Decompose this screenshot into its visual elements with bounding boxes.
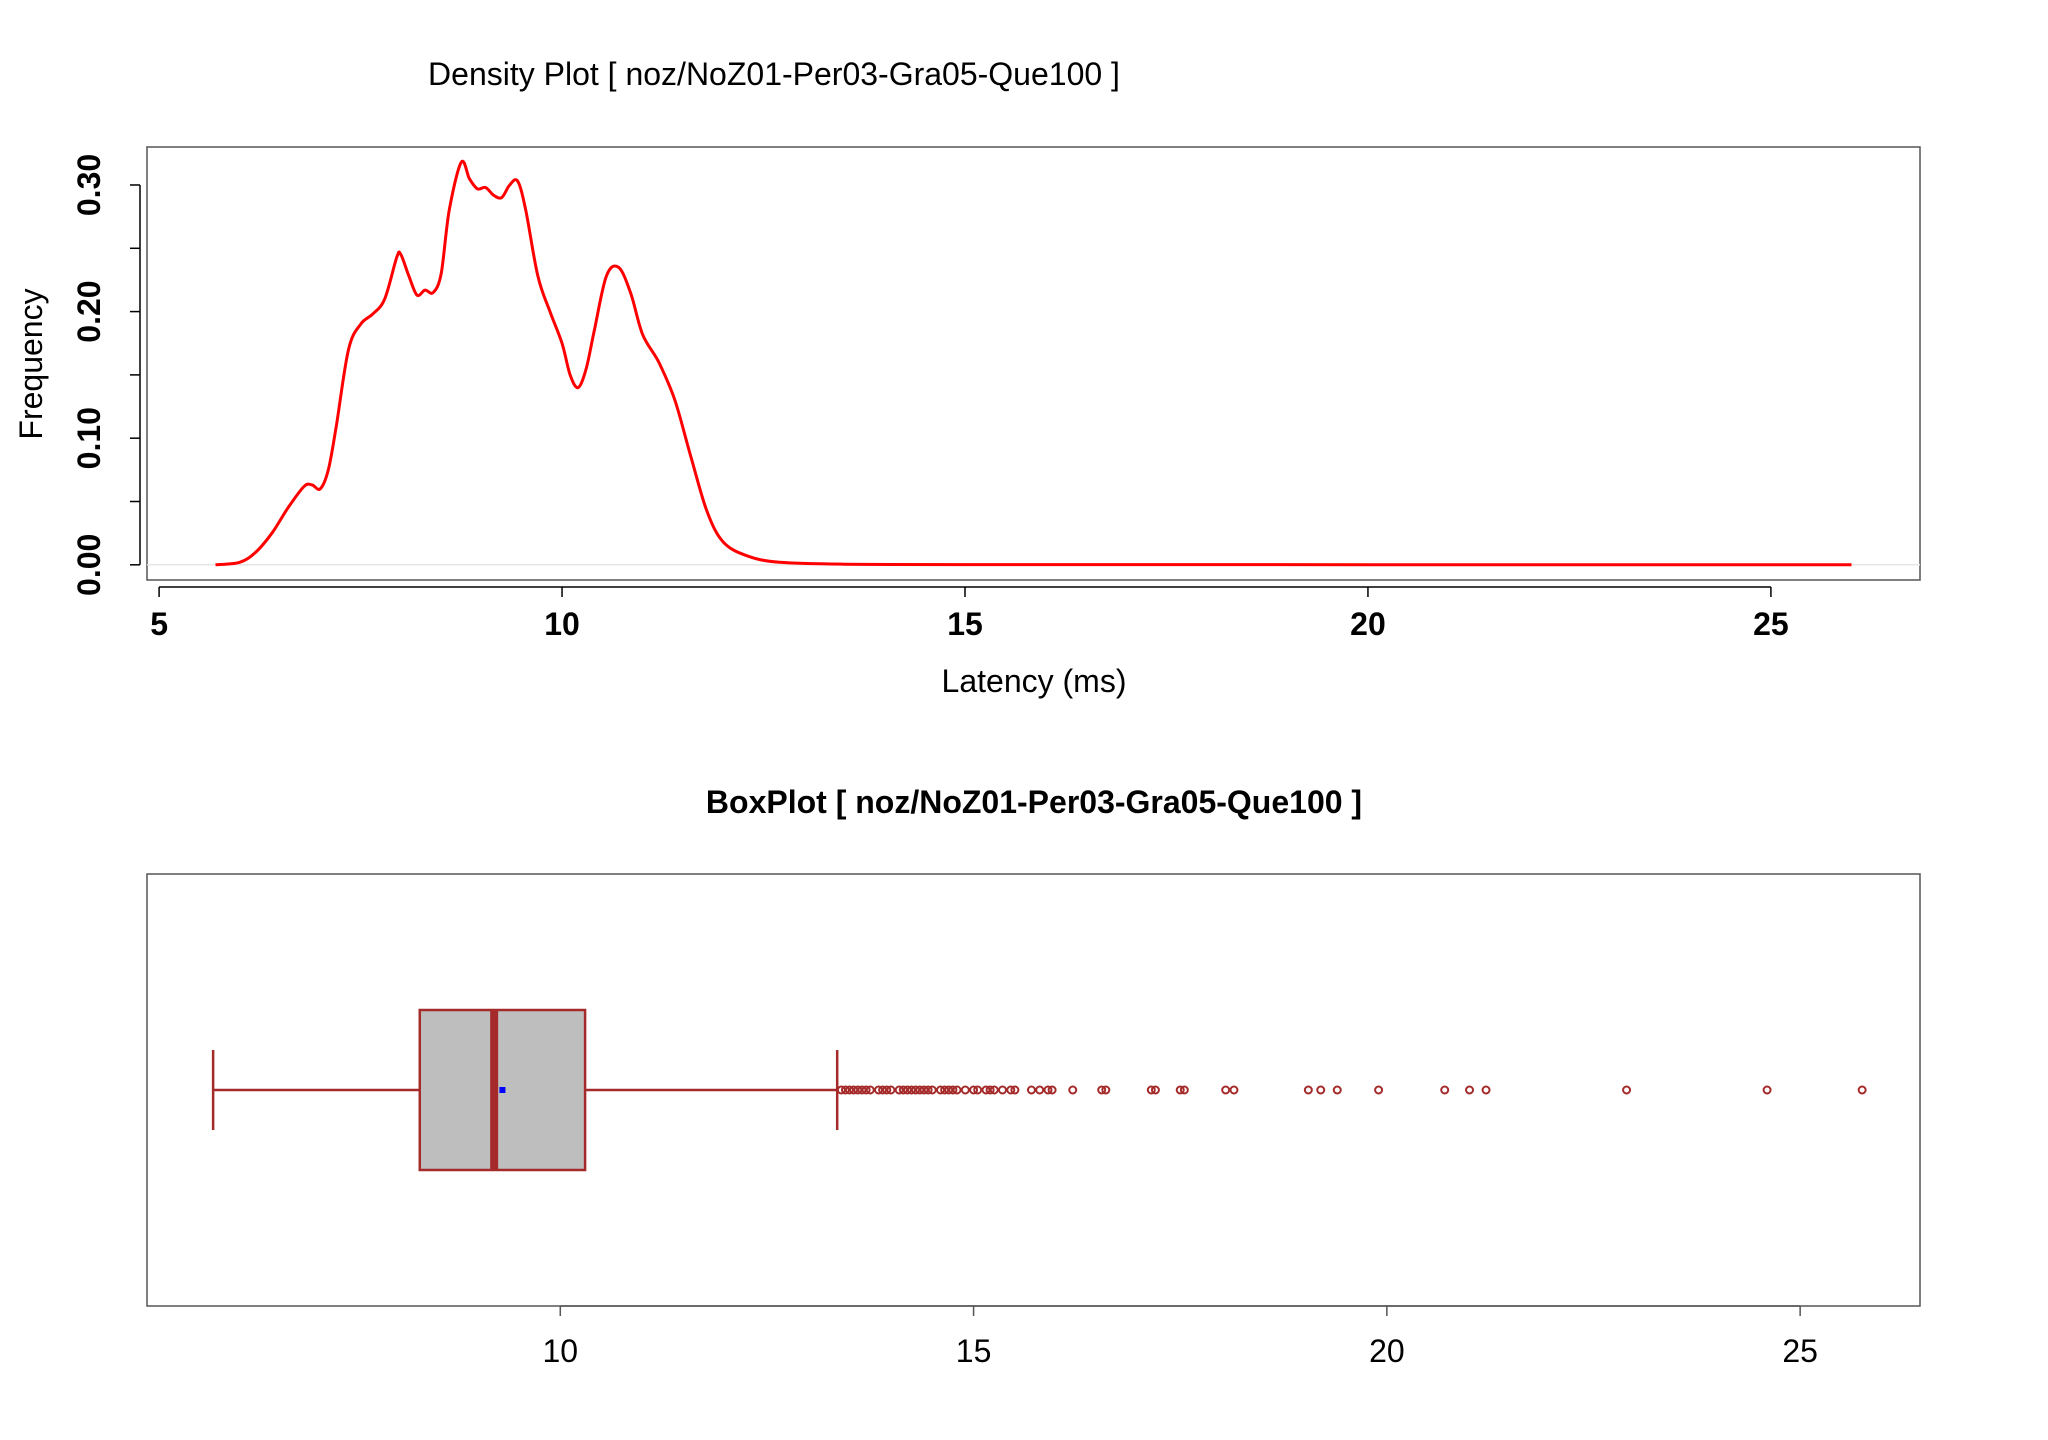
outlier-point (1175, 1085, 1185, 1095)
density-x-axis: 5 10 15 20 25 (150, 586, 1789, 642)
y-tick-label: 0.30 (71, 154, 107, 216)
x-tick-label: 25 (1782, 1333, 1818, 1369)
x-tick-label: 15 (947, 606, 983, 642)
outlier-point (923, 1085, 933, 1095)
outlier-point (840, 1085, 850, 1095)
outlier-point (894, 1085, 904, 1095)
mean-marker (499, 1087, 506, 1093)
box-chart: BoxPlot [ noz/NoZ01-Per03-Gra05-Que100 ]… (146, 784, 1921, 1369)
outlier-point (1101, 1085, 1111, 1095)
box-x-axis: 10 15 20 25 (542, 1305, 1818, 1369)
outlier-point (948, 1085, 958, 1095)
outlier-point (1374, 1085, 1384, 1095)
density-chart: Density Plot [ noz/NoZ01-Per03-Gra05-Que… (13, 56, 1921, 699)
outlier-point (902, 1085, 912, 1095)
outlier-point (1316, 1085, 1326, 1095)
outlier-point (1332, 1085, 1342, 1095)
outlier-point (1150, 1085, 1160, 1095)
outlier-point (853, 1085, 863, 1095)
outlier-point (1622, 1085, 1632, 1095)
outlier-point (1035, 1085, 1045, 1095)
density-curve (215, 159, 1852, 567)
box-glyph (211, 1008, 839, 1172)
outlier-point (1179, 1085, 1189, 1095)
y-tick-label: 0.20 (71, 280, 107, 342)
outlier-point (1481, 1085, 1491, 1095)
outlier-point (1097, 1085, 1107, 1095)
y-tick-label: 0.10 (71, 407, 107, 469)
outlier-point (861, 1085, 871, 1095)
density-y-axis: 0.00 0.10 0.20 0.30 (71, 154, 141, 596)
outlier-point (849, 1085, 859, 1095)
outlier-point (886, 1085, 896, 1095)
outlier-point (1303, 1085, 1313, 1095)
x-tick-label: 25 (1753, 606, 1789, 642)
x-tick-label: 20 (1350, 606, 1386, 642)
outlier-point (1221, 1085, 1231, 1095)
outlier-point (845, 1085, 855, 1095)
outlier-point (940, 1085, 950, 1095)
density-y-label: Frequency (13, 288, 49, 439)
outlier-point (1010, 1085, 1020, 1095)
x-tick-label: 10 (542, 1333, 578, 1369)
outlier-point (969, 1085, 979, 1095)
outlier-point (919, 1085, 929, 1095)
outlier-point (1047, 1085, 1057, 1095)
outlier-point (865, 1085, 875, 1095)
box-outliers (836, 1085, 1867, 1095)
density-title: Density Plot [ noz/NoZ01-Per03-Gra05-Que… (428, 56, 1120, 92)
outlier-point (1026, 1085, 1036, 1095)
x-tick-label: 20 (1369, 1333, 1405, 1369)
outlier-point (985, 1085, 995, 1095)
outlier-point (1857, 1085, 1867, 1095)
outlier-point (1762, 1085, 1772, 1095)
outlier-point (882, 1085, 892, 1095)
outlier-point (944, 1085, 954, 1095)
outlier-point (1043, 1085, 1053, 1095)
outlier-point (1465, 1085, 1475, 1095)
outlier-point (973, 1085, 983, 1095)
outlier-point (952, 1085, 962, 1095)
outlier-point (874, 1085, 884, 1095)
density-x-label: Latency (ms) (942, 663, 1127, 699)
outlier-point (857, 1085, 867, 1095)
outlier-point (1440, 1085, 1450, 1095)
y-tick-label: 0.00 (71, 534, 107, 596)
outlier-point (911, 1085, 921, 1095)
outlier-point (915, 1085, 925, 1095)
x-tick-label: 15 (956, 1333, 992, 1369)
box-title: BoxPlot [ noz/NoZ01-Per03-Gra05-Que100 ] (706, 784, 1362, 820)
outlier-point (927, 1085, 937, 1095)
outlier-point (989, 1085, 999, 1095)
outlier-point (936, 1085, 946, 1095)
x-tick-label: 10 (544, 606, 580, 642)
outlier-point (998, 1085, 1008, 1095)
outlier-point (878, 1085, 888, 1095)
outlier-point (898, 1085, 908, 1095)
outlier-point (1006, 1085, 1016, 1095)
density-plot-frame (146, 146, 1921, 581)
outlier-point (1229, 1085, 1239, 1095)
outlier-point (981, 1085, 991, 1095)
outlier-point (907, 1085, 917, 1095)
outlier-point (836, 1085, 846, 1095)
outlier-point (1146, 1085, 1156, 1095)
x-tick-label: 5 (150, 606, 168, 642)
outlier-point (960, 1085, 970, 1095)
outlier-point (1068, 1085, 1078, 1095)
